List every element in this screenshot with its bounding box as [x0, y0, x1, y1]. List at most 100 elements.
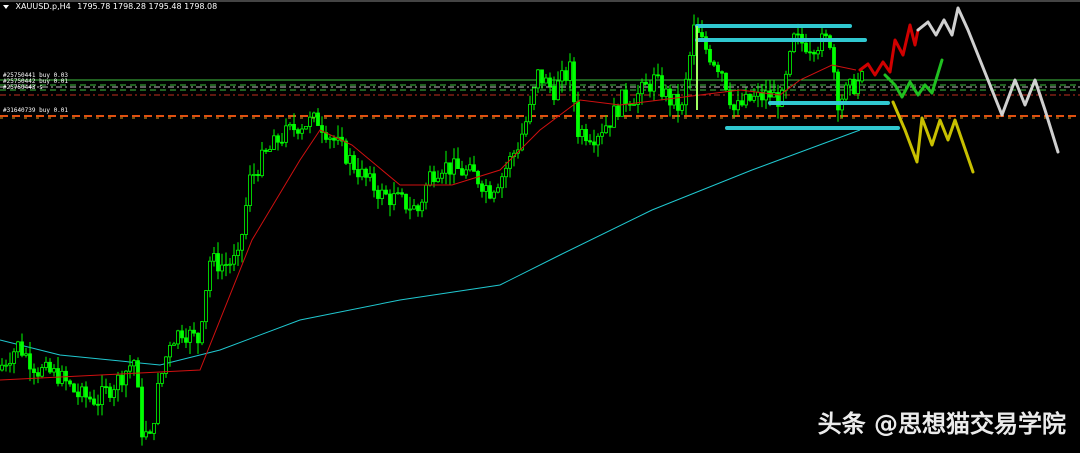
ohlc-readout: 1795.78 1798.28 1795.48 1798.08: [77, 2, 218, 11]
candle-body: [220, 264, 224, 272]
candle-body: [316, 112, 320, 126]
candle-body: [496, 187, 500, 193]
dropdown-triangle-icon[interactable]: [3, 4, 9, 9]
candle-body: [824, 33, 828, 37]
order-label[interactable]: #25750442 buy 0.01: [3, 78, 69, 85]
candle-body: [80, 386, 84, 398]
candle-body: [292, 123, 296, 131]
candle-body: [632, 103, 636, 106]
candle-body: [8, 363, 12, 366]
candle-body: [544, 77, 548, 84]
candle-body: [236, 249, 240, 256]
candle-body: [300, 128, 304, 134]
candle-body: [488, 185, 492, 199]
candle-body: [556, 80, 560, 101]
candle-body: [200, 321, 204, 344]
candle-body: [684, 78, 688, 106]
candle-body: [304, 125, 308, 130]
candle-body: [252, 174, 256, 176]
candle-body: [392, 193, 396, 206]
candle-body: [120, 374, 124, 386]
candle-body: [724, 72, 728, 91]
candle-body: [224, 264, 228, 266]
candle-body: [140, 386, 144, 438]
candle-body: [192, 329, 196, 334]
candle-body: [780, 89, 784, 107]
candle-body: [168, 344, 172, 358]
candle-body: [668, 88, 672, 106]
candle-body: [456, 158, 460, 169]
candle-body: [284, 125, 288, 143]
candle-body: [452, 158, 456, 175]
candle-body: [652, 74, 656, 92]
candle-body: [832, 47, 836, 73]
candle-body: [32, 368, 36, 373]
candle-body: [708, 48, 712, 63]
candle-body: [328, 137, 332, 140]
candle-body: [760, 91, 764, 101]
candle-body: [648, 83, 652, 92]
candle-body: [464, 169, 468, 176]
candle-body: [88, 396, 92, 400]
candle-body: [808, 51, 812, 54]
candle-body: [664, 88, 668, 97]
candle-body: [308, 116, 312, 127]
candle-body: [388, 193, 392, 206]
candle-body: [448, 162, 452, 175]
candle-body: [212, 253, 216, 262]
candle-body: [184, 337, 188, 343]
candle-body: [644, 81, 648, 85]
candle-body: [396, 192, 400, 195]
candle-body: [228, 263, 232, 266]
candle-body: [688, 55, 692, 80]
candle-body: [428, 171, 432, 186]
candle-body: [232, 255, 236, 265]
candle-body: [332, 137, 336, 141]
watermark: 头条 @思想猫交易学院: [817, 410, 1066, 438]
candle-body: [404, 193, 408, 210]
candle-body: [784, 73, 788, 91]
order-label[interactable]: #25750443 s: [3, 84, 43, 91]
candle-body: [636, 93, 640, 105]
candle-body: [376, 189, 380, 199]
candle-body: [820, 33, 824, 52]
candle-body: [76, 391, 80, 398]
candle-body: [36, 372, 40, 377]
candle-body: [788, 51, 792, 75]
candle-body: [288, 123, 292, 127]
candle-body: [740, 100, 744, 106]
scenario-white-path: [916, 6, 1060, 154]
candle-body: [812, 51, 816, 55]
candle-body: [160, 373, 164, 384]
candle-body: [372, 173, 376, 191]
candle-body: [216, 253, 220, 272]
order-label[interactable]: #31640739 buy 0.01: [3, 107, 69, 114]
candle-body: [480, 183, 484, 192]
candle-body: [500, 176, 504, 189]
candle-body: [248, 174, 252, 206]
candle-body: [408, 208, 412, 211]
candle-body: [132, 360, 136, 367]
candle-body: [572, 61, 576, 103]
candle-body: [52, 368, 56, 373]
candle-body: [412, 205, 416, 210]
candle-body: [716, 64, 720, 73]
candle-body: [40, 367, 44, 377]
candle-body: [296, 129, 300, 134]
candle-body: [704, 36, 708, 50]
order-label[interactable]: #25750441 buy 0.03: [3, 72, 69, 79]
candle-body: [640, 81, 644, 95]
candle-body: [712, 61, 716, 66]
candle-body: [540, 69, 544, 84]
candle-body: [164, 356, 168, 374]
candle-body: [400, 192, 404, 195]
candle-body: [136, 360, 140, 388]
candle-body: [172, 343, 176, 346]
candle-body: [528, 103, 532, 123]
candle-body: [268, 149, 272, 152]
candle-body: [444, 162, 448, 174]
candle-body: [180, 330, 184, 339]
fast-moving-average-line: [0, 64, 857, 381]
